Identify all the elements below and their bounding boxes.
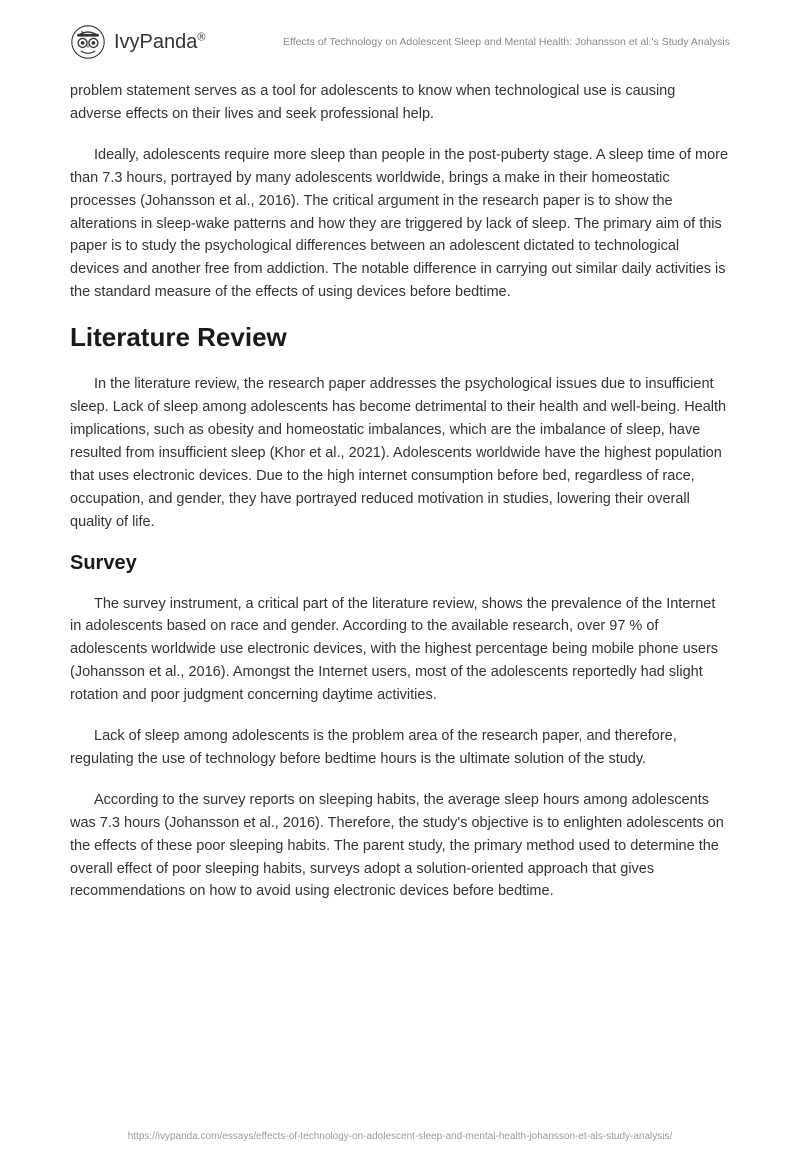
footer-url: https://ivypanda.com/essays/effects-of-t… <box>0 1131 800 1142</box>
paragraph-continuation: problem statement serves as a tool for a… <box>70 80 730 126</box>
paragraph: Ideally, adolescents require more sleep … <box>70 144 730 304</box>
document-title-header: Effects of Technology on Adolescent Slee… <box>283 36 730 48</box>
owl-icon <box>70 24 106 60</box>
page-header: IvyPanda® Effects of Technology on Adole… <box>0 0 800 72</box>
paragraph: According to the survey reports on sleep… <box>70 789 730 904</box>
paragraph: The survey instrument, a critical part o… <box>70 593 730 708</box>
brand-logo: IvyPanda® <box>70 24 206 60</box>
document-body: problem statement serves as a tool for a… <box>0 72 800 941</box>
paragraph: Lack of sleep among adolescents is the p… <box>70 725 730 771</box>
heading-survey: Survey <box>70 552 730 575</box>
heading-literature-review: Literature Review <box>70 322 730 353</box>
brand-name: IvyPanda® <box>114 31 206 54</box>
paragraph: In the literature review, the research p… <box>70 373 730 533</box>
